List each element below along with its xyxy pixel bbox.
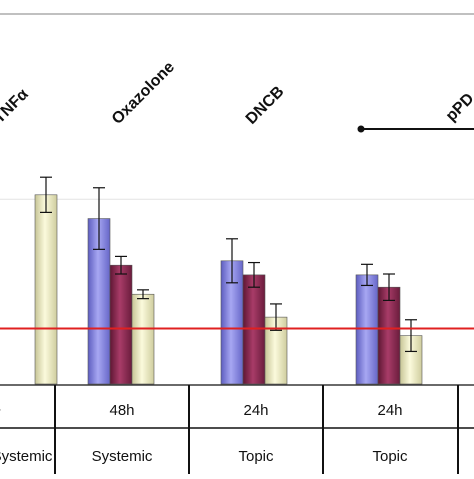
bar bbox=[131, 293, 155, 385]
time-cell: 48h bbox=[109, 402, 134, 419]
time-cell: 24h bbox=[377, 402, 402, 419]
group-bracket-dot bbox=[357, 125, 365, 133]
route-cell: Topic bbox=[238, 448, 274, 465]
route-cell: Topic bbox=[372, 448, 408, 465]
category-table-layer: - 48h 24h 24h Systemic Systemic Topic Topic bbox=[0, 384, 474, 474]
bar bbox=[377, 286, 401, 385]
time-cell-partial: - bbox=[0, 401, 1, 418]
group-label: pPD bbox=[443, 90, 474, 125]
group-label: TNFα bbox=[0, 86, 32, 127]
route-cell: Systemic bbox=[92, 448, 153, 465]
bar bbox=[109, 264, 133, 385]
bar bbox=[34, 194, 58, 385]
group-label-layer: TNFα Oxazolone DNCB pPD bbox=[0, 59, 474, 133]
bar-layer bbox=[34, 176, 423, 385]
group-label: DNCB bbox=[243, 83, 288, 128]
time-cell: 24h bbox=[243, 402, 268, 419]
route-cell: Systemic bbox=[0, 448, 53, 465]
group-label: Oxazolone bbox=[109, 59, 178, 128]
